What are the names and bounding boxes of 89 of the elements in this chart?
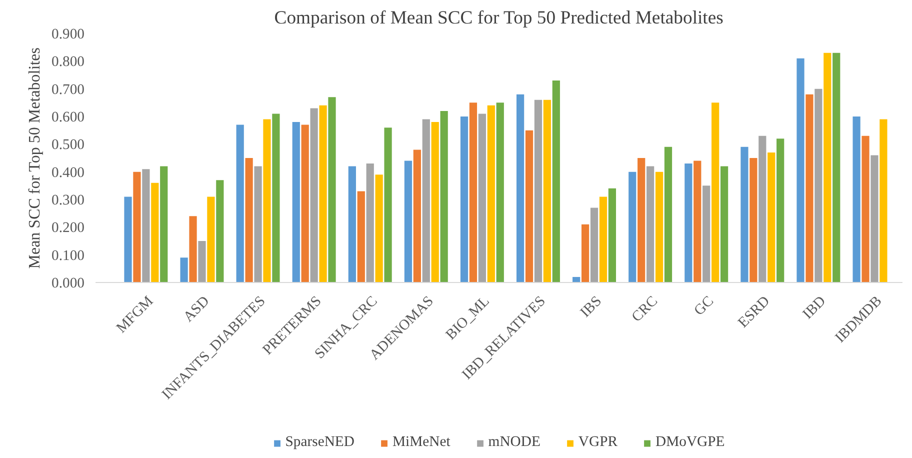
bar bbox=[478, 114, 486, 282]
bar bbox=[292, 122, 300, 282]
bar bbox=[862, 136, 870, 282]
legend-label: DMoVGPE bbox=[656, 434, 725, 451]
bar bbox=[189, 216, 197, 282]
bar bbox=[852, 116, 860, 282]
y-tick-label: 0.100 bbox=[52, 248, 85, 264]
bar bbox=[124, 196, 132, 282]
bar bbox=[552, 80, 560, 282]
bar bbox=[301, 124, 309, 282]
bar bbox=[814, 88, 822, 282]
y-axis-title: Mean SCC for Top 50 Metabolites bbox=[26, 48, 44, 269]
bar bbox=[543, 100, 552, 282]
bar bbox=[496, 102, 504, 282]
y-tick-label: 0.300 bbox=[52, 192, 85, 208]
bar bbox=[245, 158, 253, 282]
bar bbox=[404, 160, 412, 282]
bar bbox=[684, 164, 692, 282]
bar bbox=[740, 146, 748, 282]
bar bbox=[664, 146, 672, 282]
bar bbox=[806, 94, 814, 282]
bar bbox=[655, 172, 664, 282]
bar bbox=[776, 138, 784, 282]
bar bbox=[581, 224, 590, 282]
bar bbox=[702, 186, 710, 282]
bar bbox=[384, 128, 392, 282]
bar bbox=[328, 97, 336, 282]
bar bbox=[487, 105, 495, 282]
bar bbox=[254, 166, 262, 282]
bar bbox=[310, 108, 318, 282]
bar bbox=[796, 58, 804, 282]
bar bbox=[608, 188, 616, 282]
bar bbox=[638, 158, 646, 282]
y-tick-label: 0.000 bbox=[52, 276, 85, 292]
x-tick-label: CRC bbox=[628, 293, 661, 326]
bar bbox=[272, 114, 280, 282]
bar bbox=[357, 191, 365, 282]
bar bbox=[720, 166, 728, 282]
bar bbox=[133, 172, 141, 282]
bar bbox=[534, 100, 542, 282]
legend-label: mNODE bbox=[488, 434, 540, 451]
bar bbox=[880, 119, 888, 282]
bar bbox=[160, 166, 168, 282]
bar bbox=[216, 180, 224, 282]
bar bbox=[768, 152, 776, 282]
bar bbox=[469, 102, 478, 282]
x-tick-label: GC bbox=[691, 293, 718, 319]
bar bbox=[460, 116, 468, 282]
bar bbox=[599, 196, 608, 282]
chart-title: Comparison of Mean SCC for Top 50 Predicted Metabolites bbox=[274, 8, 724, 28]
legend-label: VGPR bbox=[578, 434, 618, 451]
bar bbox=[236, 124, 244, 282]
y-tick-label: 0.400 bbox=[52, 164, 85, 181]
bar bbox=[142, 169, 150, 282]
bar bbox=[207, 196, 215, 282]
bar bbox=[366, 164, 374, 282]
legend-label: SparseNED bbox=[285, 434, 354, 451]
bar bbox=[348, 166, 356, 282]
bar bbox=[319, 105, 327, 282]
x-tick-label: IBS bbox=[577, 293, 605, 321]
bar bbox=[525, 130, 534, 282]
bar bbox=[263, 119, 271, 282]
bar bbox=[824, 52, 832, 282]
bar bbox=[590, 208, 598, 282]
bar bbox=[712, 102, 720, 282]
bar bbox=[413, 150, 421, 282]
bar bbox=[440, 110, 448, 282]
y-tick-label: 0.700 bbox=[52, 82, 85, 98]
y-tick-label: 0.500 bbox=[52, 137, 85, 154]
bar bbox=[375, 174, 383, 282]
legend-label: MiMeNet bbox=[392, 434, 450, 451]
bar bbox=[422, 119, 430, 282]
bar bbox=[694, 160, 702, 282]
bar bbox=[431, 122, 439, 282]
bar bbox=[180, 258, 188, 282]
bar bbox=[646, 166, 654, 282]
bar bbox=[750, 158, 758, 282]
y-tick-label: 0.800 bbox=[52, 54, 85, 70]
y-tick-label: 0.900 bbox=[52, 26, 85, 42]
bar bbox=[628, 172, 636, 282]
bar bbox=[832, 52, 840, 282]
bar bbox=[198, 241, 206, 282]
y-tick-label: 0.200 bbox=[52, 220, 85, 236]
x-tick-label: IBD bbox=[800, 293, 830, 322]
y-tick-label: 0.600 bbox=[52, 110, 85, 126]
bar bbox=[151, 182, 159, 282]
bar bbox=[516, 94, 524, 282]
bar bbox=[870, 155, 878, 282]
bar bbox=[758, 136, 766, 282]
